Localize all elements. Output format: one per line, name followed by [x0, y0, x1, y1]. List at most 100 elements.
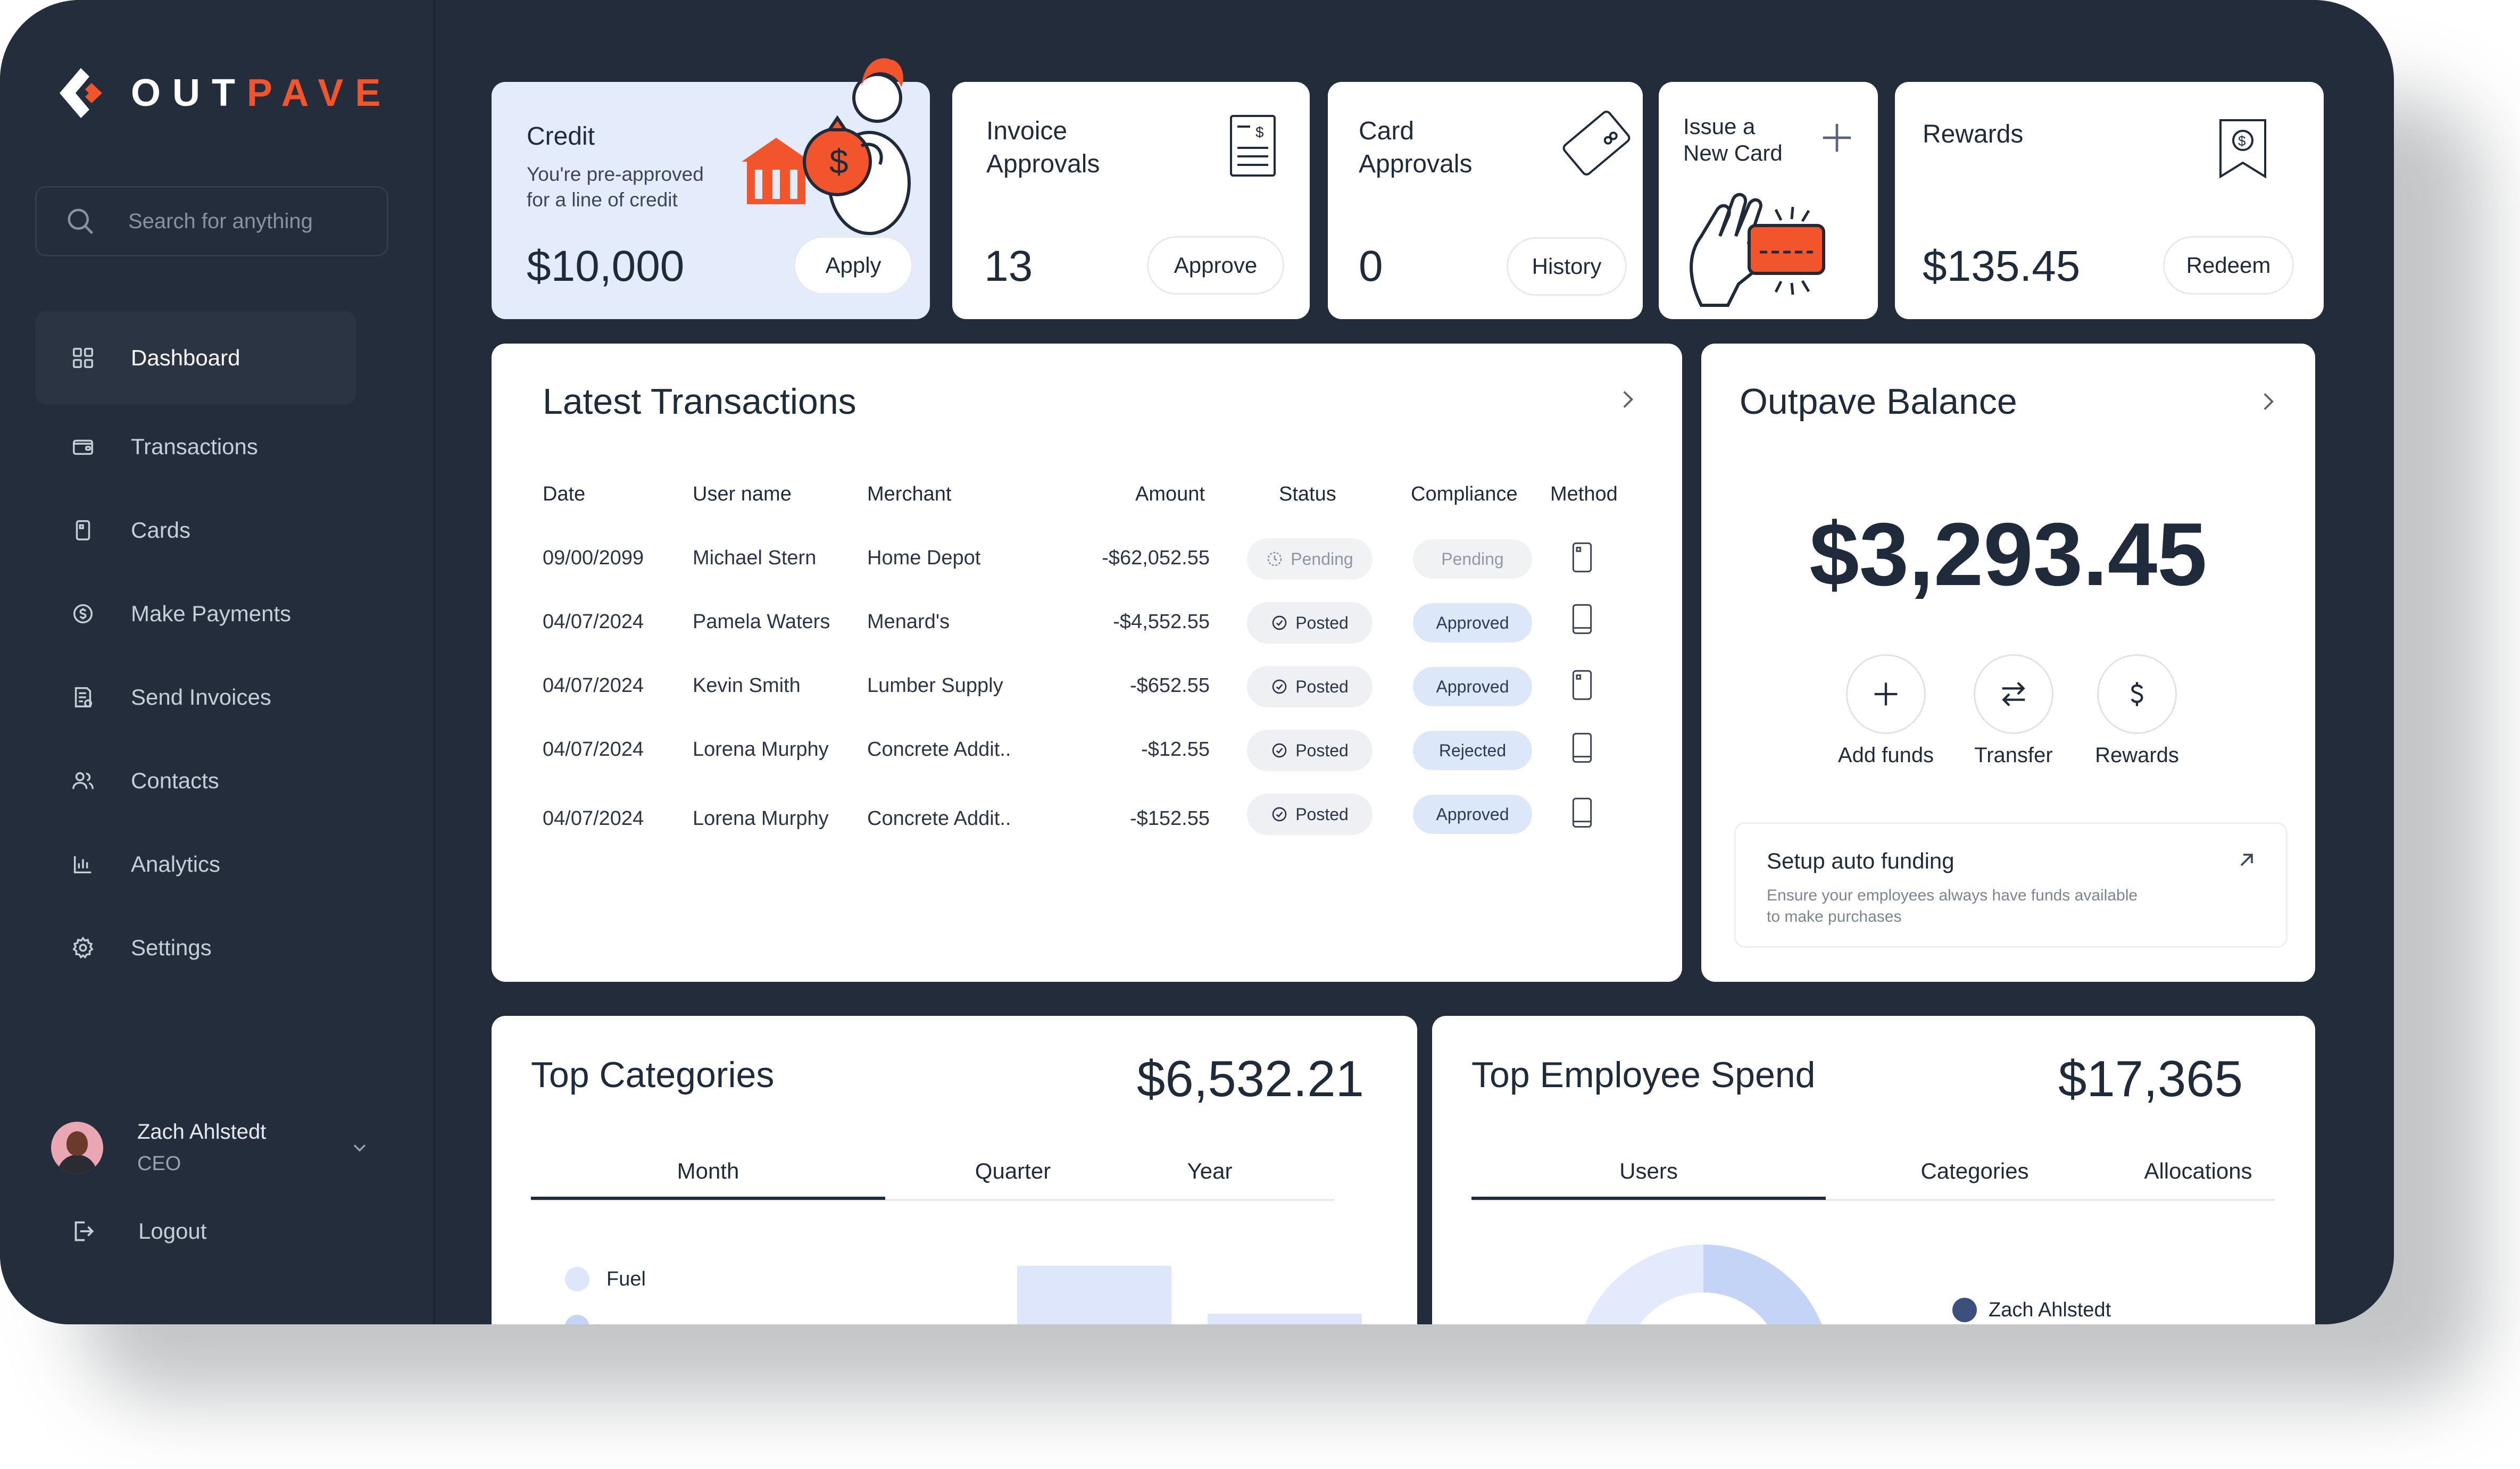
credit-subtitle-1: You're pre-approved — [527, 163, 704, 185]
add-funds-button[interactable] — [1846, 654, 1926, 734]
credit-title: Credit — [527, 122, 595, 151]
tab-year[interactable]: Year — [1187, 1158, 1233, 1183]
sidebar-item-analytics[interactable]: Analytics — [35, 822, 356, 906]
row-date: 09/00/2099 — [543, 547, 644, 569]
legend-dot — [565, 1315, 589, 1324]
sidebar-item-label: Contacts — [131, 767, 219, 793]
transfer-label: Transfer — [1974, 744, 2053, 767]
col-header-amount: Amount — [1135, 483, 1205, 505]
categories-total: $6,532.21 — [1136, 1050, 1364, 1107]
invoice-title-1: Invoice — [986, 117, 1068, 145]
sidebar-item-cards[interactable]: Cards — [35, 488, 356, 572]
categories-tab-underline — [531, 1197, 885, 1200]
sidebar-item-label: Make Payments — [131, 600, 292, 626]
col-header-merchant: Merchant — [867, 483, 952, 505]
card-approvals-card: Card Approvals 0 History — [1328, 82, 1643, 319]
credit-subtitle-2: for a line of credit — [527, 189, 678, 211]
redeem-button[interactable]: Redeem — [2163, 236, 2294, 295]
status-badge: Posted — [1247, 602, 1373, 644]
top-categories-panel: Top Categories $6,532.21 Month Quarter Y… — [492, 1016, 1417, 1324]
employee-tab-underline — [1471, 1197, 1826, 1200]
phone-method-icon — [1572, 604, 1592, 635]
rewards-button[interactable] — [2097, 654, 2177, 734]
row-user: Pamela Waters — [693, 611, 830, 633]
setup-desc-1: Ensure your employees always have funds … — [1767, 887, 2138, 904]
top-employee-spend-panel: Top Employee Spend $17,365 Users Categor… — [1432, 1016, 2315, 1324]
search-box[interactable] — [35, 186, 388, 256]
phone-method-icon — [1572, 732, 1592, 763]
invoice-count: 13 — [984, 242, 1033, 290]
balance-title: Outpave Balance — [1740, 381, 2017, 422]
card-approval-icon — [1562, 111, 1631, 176]
legend-dot — [565, 1267, 589, 1291]
transfer-button[interactable] — [1974, 654, 2053, 734]
rewards-label: Rewards — [2095, 744, 2179, 767]
tab-users[interactable]: Users — [1619, 1158, 1678, 1183]
sidebar-item-make-payments[interactable]: Make Payments — [35, 572, 356, 655]
sidebar-item-label: Send Invoices — [131, 684, 271, 710]
logout-button[interactable]: Logout — [69, 1218, 206, 1245]
sidebar-item-send-invoices[interactable]: Send Invoices — [35, 655, 356, 739]
brand-logo[interactable]: OUTPAVE — [53, 64, 392, 122]
grid-icon — [67, 342, 99, 374]
tab-categories[interactable]: Categories — [1920, 1158, 2029, 1183]
svg-text:$: $ — [2238, 133, 2246, 149]
row-date: 04/07/2024 — [543, 738, 644, 761]
history-button[interactable]: History — [1507, 237, 1627, 296]
invoice-document-icon: $ — [1230, 115, 1276, 177]
row-merchant: Concrete Addit.. — [867, 738, 1011, 761]
tab-quarter[interactable]: Quarter — [975, 1158, 1051, 1183]
employee-spend-title: Top Employee Spend — [1471, 1055, 1816, 1095]
user-profile[interactable]: Zach Ahlstedt CEO — [51, 1111, 370, 1185]
setup-auto-funding[interactable]: Setup auto funding Ensure your employees… — [1734, 822, 2288, 948]
sidebar-item-dashboard[interactable]: Dashboard — [35, 311, 356, 405]
avatar — [51, 1122, 103, 1174]
sidebar-item-settings[interactable]: Settings — [35, 906, 356, 989]
card-approvals-title-2: Approvals — [1359, 150, 1473, 178]
chevron-right-icon[interactable] — [1614, 386, 1641, 413]
sidebar-nav: Dashboard Transactions Cards Make Paymen… — [35, 311, 356, 989]
sidebar-item-contacts[interactable]: Contacts — [35, 739, 356, 822]
coin-icon — [67, 598, 99, 630]
tab-month[interactable]: Month — [677, 1158, 739, 1183]
row-merchant: Lumber Supply — [867, 674, 1003, 697]
svg-text:$: $ — [829, 143, 849, 181]
row-date: 04/07/2024 — [543, 611, 644, 633]
issue-title-2: New Card — [1683, 140, 1783, 165]
col-header-compliance: Compliance — [1411, 483, 1518, 505]
approve-button[interactable]: Approve — [1147, 236, 1284, 295]
card-method-icon — [1572, 670, 1592, 700]
balance-panel: Outpave Balance $3,293.45 Add funds Tran… — [1701, 344, 2315, 982]
latest-transactions-panel: Latest Transactions Date User name Merch… — [492, 344, 1682, 982]
apply-button[interactable]: Apply — [794, 236, 913, 295]
plus-icon[interactable] — [1818, 119, 1856, 156]
chevron-down-icon[interactable] — [349, 1137, 370, 1158]
rewards-title: Rewards — [1923, 120, 2024, 148]
donut-chart — [1585, 1245, 1822, 1324]
row-amount: -$62,052.55 — [1102, 547, 1210, 569]
transfer-icon — [2002, 682, 2025, 706]
employee-spend-total: $17,365 — [2058, 1050, 2243, 1107]
brand-name: OUTPAVE — [131, 72, 393, 114]
compliance-badge: Approved — [1413, 603, 1532, 642]
employee-tabs — [1471, 1199, 2275, 1201]
sidebar-item-transactions[interactable]: Transactions — [35, 405, 356, 488]
categories-tabs — [531, 1199, 1334, 1201]
sidebar-item-label: Transactions — [131, 433, 258, 459]
setup-desc-2: to make purchases — [1767, 908, 1902, 925]
invoice-icon — [67, 681, 99, 713]
compliance-badge: Approved — [1413, 667, 1532, 706]
status-badge: Posted — [1247, 794, 1373, 835]
search-input[interactable] — [128, 209, 362, 233]
row-merchant: Home Depot — [867, 547, 981, 569]
categories-title: Top Categories — [531, 1055, 775, 1095]
tab-allocations[interactable]: Allocations — [2144, 1158, 2252, 1183]
chevron-right-icon[interactable] — [2255, 388, 2281, 415]
issue-new-card-widget[interactable]: Issue a New Card — [1659, 82, 1878, 319]
row-user: Michael Stern — [693, 547, 817, 569]
balance-value: $3,293.45 — [1809, 504, 2207, 604]
compliance-badge: Rejected — [1413, 731, 1532, 770]
setup-title: Setup auto funding — [1767, 848, 1955, 873]
issue-title-1: Issue a — [1683, 114, 1756, 139]
hand-card-illustration-icon — [1690, 193, 1825, 307]
